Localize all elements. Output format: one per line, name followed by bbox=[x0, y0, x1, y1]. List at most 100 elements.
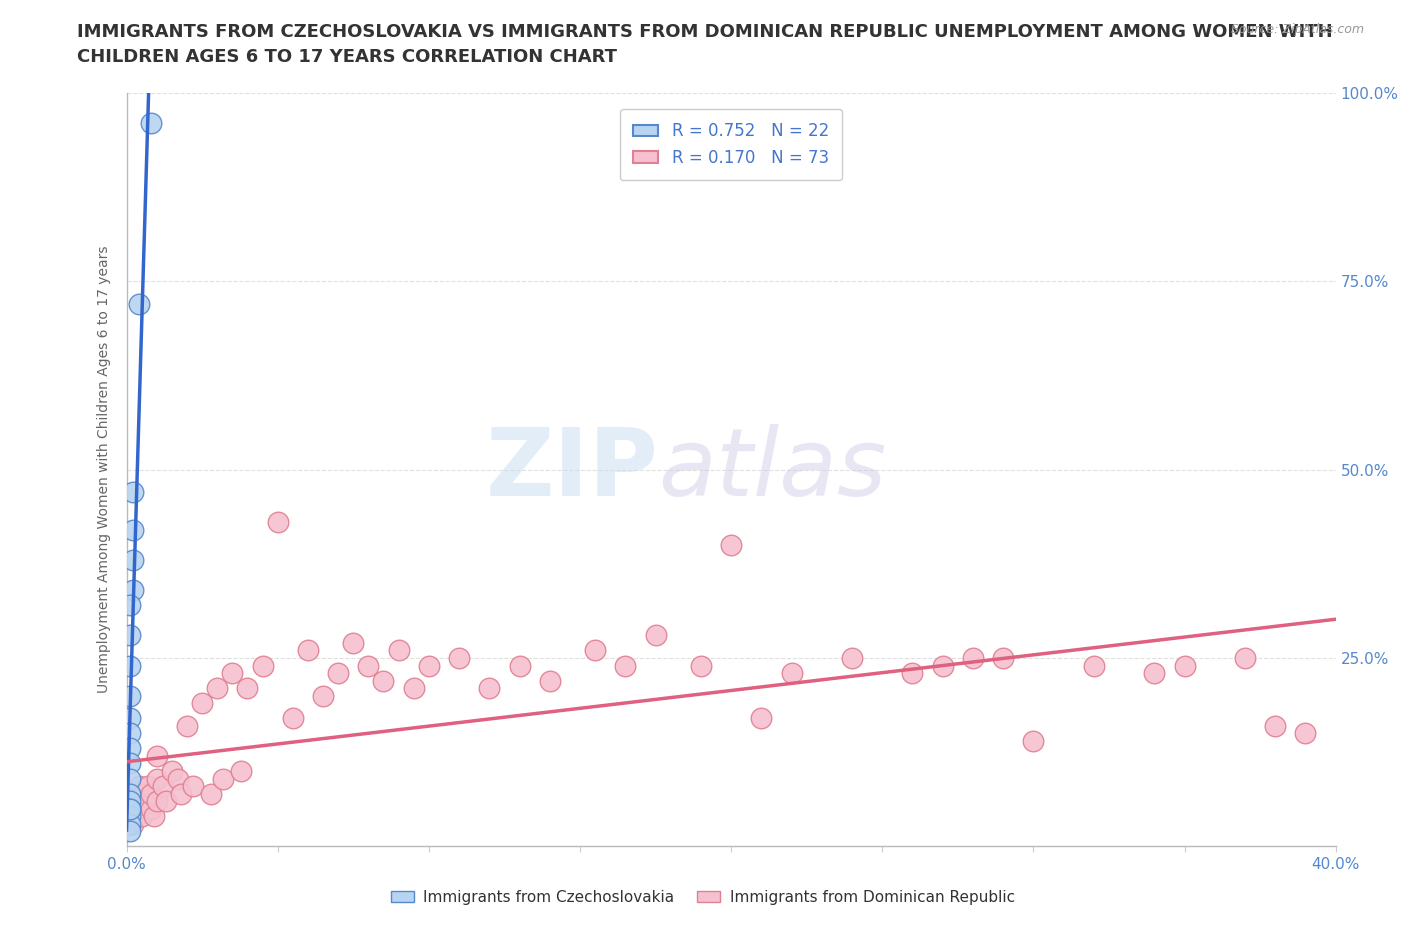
Legend: R = 0.752   N = 22, R = 0.170   N = 73: R = 0.752 N = 22, R = 0.170 N = 73 bbox=[620, 109, 842, 179]
Text: ZIP: ZIP bbox=[485, 424, 658, 515]
Point bbox=[841, 651, 863, 666]
Point bbox=[205, 681, 228, 696]
Point bbox=[121, 523, 143, 538]
Point bbox=[131, 786, 153, 801]
Point bbox=[191, 696, 214, 711]
Point bbox=[388, 643, 411, 658]
Point bbox=[751, 711, 773, 725]
Point bbox=[118, 802, 141, 817]
Point bbox=[236, 681, 259, 696]
Point bbox=[146, 771, 169, 786]
Point bbox=[128, 802, 150, 817]
Point bbox=[780, 666, 803, 681]
Point bbox=[139, 786, 162, 801]
Point bbox=[121, 485, 143, 499]
Point bbox=[689, 658, 711, 673]
Point bbox=[1173, 658, 1195, 673]
Point bbox=[139, 802, 162, 817]
Point bbox=[121, 552, 143, 567]
Point bbox=[1294, 726, 1316, 741]
Point bbox=[312, 688, 335, 703]
Point bbox=[118, 598, 141, 613]
Point bbox=[297, 643, 319, 658]
Point bbox=[118, 771, 141, 786]
Point bbox=[993, 651, 1015, 666]
Point bbox=[167, 771, 190, 786]
Point bbox=[267, 515, 290, 530]
Point bbox=[118, 658, 141, 673]
Point bbox=[170, 786, 193, 801]
Point bbox=[118, 817, 141, 831]
Point bbox=[583, 643, 606, 658]
Point bbox=[118, 802, 141, 817]
Point bbox=[118, 786, 141, 801]
Point bbox=[509, 658, 531, 673]
Point bbox=[124, 809, 146, 824]
Point bbox=[146, 749, 169, 764]
Point bbox=[121, 583, 143, 598]
Point bbox=[118, 824, 141, 839]
Point bbox=[118, 793, 141, 808]
Point bbox=[131, 809, 153, 824]
Point bbox=[373, 673, 395, 688]
Point bbox=[200, 786, 222, 801]
Point bbox=[342, 635, 364, 650]
Point bbox=[326, 666, 350, 681]
Point bbox=[720, 538, 742, 552]
Point bbox=[118, 817, 141, 831]
Point bbox=[1264, 718, 1286, 733]
Point bbox=[118, 688, 141, 703]
Legend: Immigrants from Czechoslovakia, Immigrants from Dominican Republic: Immigrants from Czechoslovakia, Immigran… bbox=[385, 884, 1021, 911]
Point bbox=[121, 793, 143, 808]
Y-axis label: Unemployment Among Women with Children Ages 6 to 17 years: Unemployment Among Women with Children A… bbox=[97, 246, 111, 694]
Point bbox=[1083, 658, 1105, 673]
Point bbox=[252, 658, 274, 673]
Point bbox=[221, 666, 243, 681]
Point bbox=[121, 786, 143, 801]
Point bbox=[124, 802, 146, 817]
Point bbox=[1234, 651, 1257, 666]
Point bbox=[614, 658, 637, 673]
Point bbox=[118, 711, 141, 725]
Point bbox=[121, 809, 143, 824]
Point bbox=[118, 809, 141, 824]
Point bbox=[181, 778, 204, 793]
Text: IMMIGRANTS FROM CZECHOSLOVAKIA VS IMMIGRANTS FROM DOMINICAN REPUBLIC UNEMPLOYMEN: IMMIGRANTS FROM CZECHOSLOVAKIA VS IMMIGR… bbox=[77, 23, 1333, 41]
Text: CHILDREN AGES 6 TO 17 YEARS CORRELATION CHART: CHILDREN AGES 6 TO 17 YEARS CORRELATION … bbox=[77, 48, 617, 66]
Point bbox=[901, 666, 924, 681]
Point bbox=[1022, 734, 1045, 749]
Point bbox=[418, 658, 440, 673]
Point bbox=[644, 628, 666, 643]
Point bbox=[139, 115, 162, 130]
Text: Source: ZipAtlas.com: Source: ZipAtlas.com bbox=[1230, 23, 1364, 36]
Point bbox=[121, 802, 143, 817]
Point bbox=[118, 756, 141, 771]
Point bbox=[478, 681, 501, 696]
Point bbox=[142, 809, 165, 824]
Point bbox=[121, 817, 143, 831]
Point bbox=[118, 802, 141, 817]
Point bbox=[136, 778, 159, 793]
Point bbox=[538, 673, 561, 688]
Point bbox=[128, 778, 150, 793]
Point bbox=[357, 658, 380, 673]
Point bbox=[231, 764, 253, 778]
Point bbox=[962, 651, 984, 666]
Point bbox=[160, 764, 183, 778]
Point bbox=[212, 771, 235, 786]
Point bbox=[118, 628, 141, 643]
Text: atlas: atlas bbox=[658, 424, 887, 515]
Point bbox=[118, 793, 141, 808]
Point bbox=[118, 741, 141, 756]
Point bbox=[447, 651, 470, 666]
Point bbox=[128, 297, 150, 312]
Point bbox=[402, 681, 425, 696]
Point bbox=[281, 711, 304, 725]
Point bbox=[155, 793, 177, 808]
Point bbox=[124, 793, 146, 808]
Point bbox=[932, 658, 955, 673]
Point bbox=[152, 778, 174, 793]
Point bbox=[118, 726, 141, 741]
Point bbox=[118, 809, 141, 824]
Point bbox=[134, 793, 156, 808]
